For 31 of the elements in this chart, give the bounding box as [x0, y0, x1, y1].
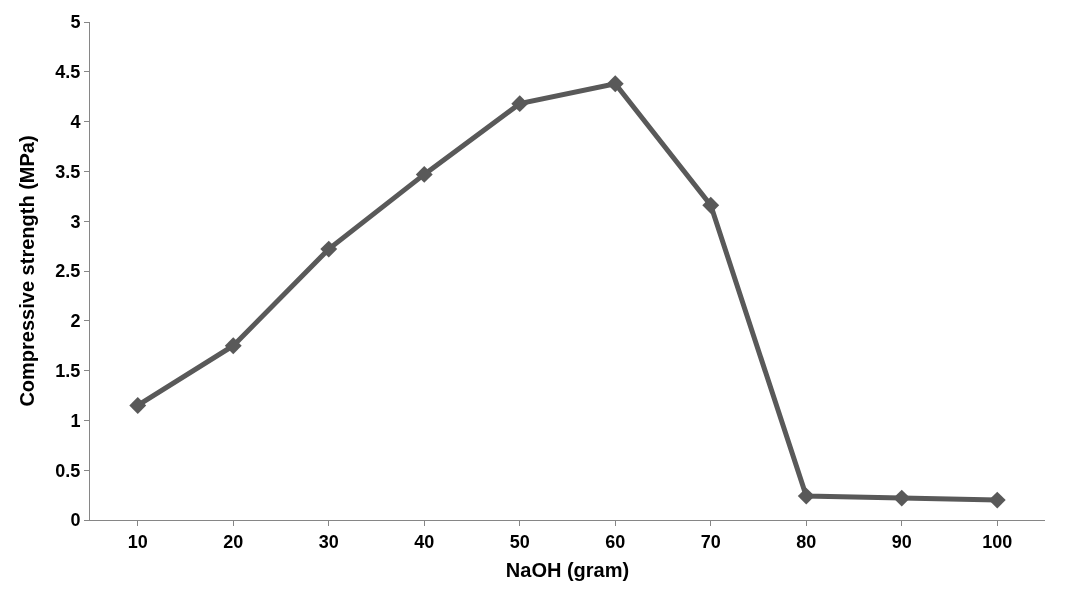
y-tick-label: 0 [70, 510, 81, 531]
y-tick-label: 4.5 [55, 62, 81, 83]
x-tick-label: 60 [605, 531, 626, 552]
y-tick-label: 1.5 [55, 360, 81, 381]
y-tick-label: 2.5 [55, 261, 81, 282]
point [129, 397, 147, 414]
y-tick-label: 3.5 [55, 161, 81, 182]
point [797, 487, 815, 505]
x-tick-label: 90 [891, 531, 912, 552]
point [702, 196, 720, 214]
point [511, 95, 529, 113]
x-axis-title: NaOH (gram) [505, 559, 630, 582]
y-tick-label: 1 [70, 410, 81, 431]
y-tick-label: 5 [70, 12, 81, 33]
point [415, 165, 433, 183]
x-tick-label: 70 [700, 531, 721, 552]
point [606, 75, 624, 93]
y-tick-label: 2 [70, 311, 81, 332]
x-tick-label: 10 [127, 531, 148, 552]
point [320, 240, 338, 258]
y-axis-title: Compressive strength (MPa) [15, 135, 38, 407]
x-tick-label: 100 [982, 531, 1013, 552]
point [224, 337, 242, 355]
y-tick-label: 3 [70, 211, 81, 232]
x-tick-label: 50 [509, 531, 530, 552]
x-tick-label: 80 [796, 531, 817, 552]
y-tick-label: 0.5 [55, 460, 81, 481]
y-tick-label: 4 [70, 111, 81, 132]
x-tick-label: 30 [318, 531, 339, 552]
x-tick-label: 20 [223, 531, 244, 552]
x-tick-label: 40 [414, 531, 435, 552]
